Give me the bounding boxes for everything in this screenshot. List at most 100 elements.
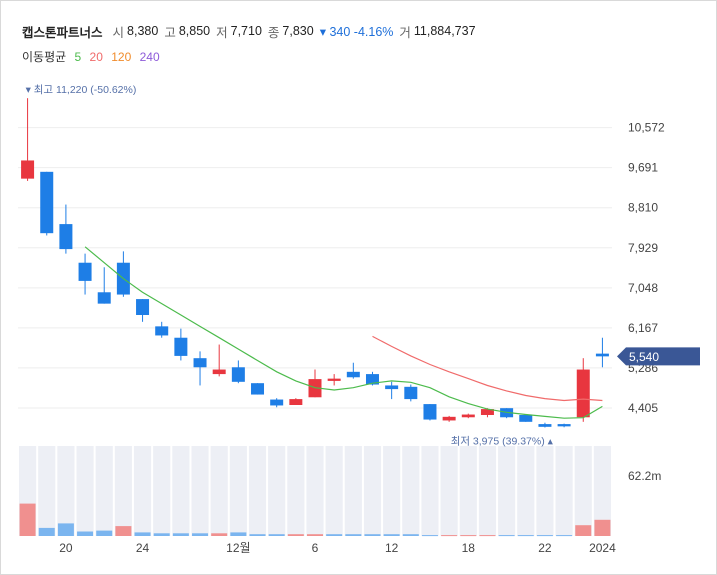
volume-column-band xyxy=(191,446,209,536)
x-tick-label: 6 xyxy=(312,541,319,555)
high-label: 고 xyxy=(164,25,176,40)
volume-column-band xyxy=(517,446,535,536)
candle-body xyxy=(78,262,92,281)
volume-bar xyxy=(153,533,170,536)
ma-240-label: 240 xyxy=(139,50,160,64)
candle-body xyxy=(21,160,35,179)
volume-column-band xyxy=(172,446,190,536)
volume-bar xyxy=(441,535,458,537)
volume-bar xyxy=(19,503,36,536)
volume-bar xyxy=(268,534,285,536)
y-tick-label: 4,405 xyxy=(628,401,658,415)
candle-body xyxy=(365,374,379,385)
volume-column-band xyxy=(114,446,132,536)
volume-column-band xyxy=(57,446,75,536)
volume-bar xyxy=(230,532,247,536)
price-change: ▾ 340 -4.16% xyxy=(319,24,394,39)
candle-body xyxy=(404,386,418,400)
volume-bar xyxy=(172,533,189,536)
volume-column-band xyxy=(421,446,439,536)
open-label: 시 xyxy=(112,25,125,40)
volume-column-band xyxy=(76,446,94,536)
moving-average-legend[interactable]: 이동평균 5 20 120 240 xyxy=(22,48,165,65)
x-tick-label: 24 xyxy=(136,541,150,555)
volume-value: 11,884,737 xyxy=(413,24,476,38)
low-annotation: 최저 3,975 (39.37%) ▴ xyxy=(451,436,554,448)
y-tick-label: 6,167 xyxy=(628,321,658,335)
volume-bar xyxy=(517,535,534,537)
volume-bar xyxy=(38,527,55,536)
current-price-tag xyxy=(617,347,700,366)
high-annotation: ▾ 최고 11,220 (-50.62%) xyxy=(26,84,137,96)
ma-5-label: 5 xyxy=(74,50,82,64)
high-value: 8,850 xyxy=(178,24,211,38)
volume-column-band xyxy=(210,446,228,536)
candle-body xyxy=(423,404,437,420)
volume-column-band xyxy=(287,446,305,536)
volume-bar xyxy=(96,530,113,536)
ma-20-label: 20 xyxy=(89,50,103,64)
candle-body xyxy=(461,414,475,418)
volume-bar xyxy=(345,534,362,536)
y-tick-label: 9,691 xyxy=(628,161,658,175)
candle-body xyxy=(97,292,111,304)
volume-column-band xyxy=(459,446,477,536)
stock-header: 캡스톤파트너스 시 8,380 고 8,850 저 7,710 종 7,830 … xyxy=(22,22,482,40)
y-tick-label: 8,810 xyxy=(628,201,658,215)
x-tick-label: 20 xyxy=(59,541,73,555)
volume-bar xyxy=(575,525,592,536)
volume-bar xyxy=(287,534,304,536)
ma-legend-label: 이동평균 xyxy=(22,50,67,64)
y-tick-label: 7,929 xyxy=(628,241,658,255)
volume-column-band xyxy=(95,446,113,536)
volume-column-band xyxy=(383,446,401,536)
volume-bar xyxy=(77,531,94,536)
volume-column-band xyxy=(536,446,554,536)
volume-bar xyxy=(307,534,323,536)
candle-body xyxy=(193,358,207,368)
stock-name: 캡스톤파트너스 xyxy=(22,25,103,40)
candle-body xyxy=(519,415,533,422)
volume-column-band xyxy=(325,446,343,536)
volume-bar xyxy=(460,535,477,537)
volume-column-band xyxy=(153,446,171,536)
volume-column-band xyxy=(498,446,516,536)
volume-column-band xyxy=(574,446,592,536)
volume-bar xyxy=(383,534,400,536)
volume-column-band xyxy=(440,446,458,536)
candle-body xyxy=(538,424,552,427)
candle-body xyxy=(327,378,341,381)
volume-bar xyxy=(249,534,266,536)
y-tick-label: 10,572 xyxy=(628,121,665,135)
low-label: 저 xyxy=(216,25,228,40)
candle-body xyxy=(174,337,188,356)
volume-bar xyxy=(57,523,74,536)
candle-body xyxy=(576,369,590,418)
volume-column-band xyxy=(478,446,497,536)
volume-column-band xyxy=(555,446,573,536)
volume-bar xyxy=(556,535,573,537)
volume-column-band xyxy=(344,446,362,536)
x-tick-label: 12월 xyxy=(226,541,250,555)
candle-body xyxy=(251,383,265,395)
close-value: 7,830 xyxy=(282,24,314,38)
x-tick-label: 12 xyxy=(385,541,399,555)
low-value: 7,710 xyxy=(230,24,262,38)
candle-body xyxy=(270,399,284,406)
ma20-line xyxy=(372,335,603,402)
close-label: 종 xyxy=(267,25,280,40)
volume-bar xyxy=(536,535,553,537)
volume-bar xyxy=(134,532,151,536)
candle-body xyxy=(346,371,360,378)
volume-bar xyxy=(211,533,228,536)
volume-column-band xyxy=(363,446,382,536)
candle-body xyxy=(595,353,609,357)
volume-bar xyxy=(594,519,611,536)
volume-axis-label: 62.2m xyxy=(628,469,661,483)
volume-bar xyxy=(326,534,343,536)
candle-body xyxy=(557,424,571,427)
current-price-label: 5,540 xyxy=(629,350,659,364)
x-tick-label: 2024 xyxy=(589,541,616,555)
candle-body xyxy=(442,416,456,421)
